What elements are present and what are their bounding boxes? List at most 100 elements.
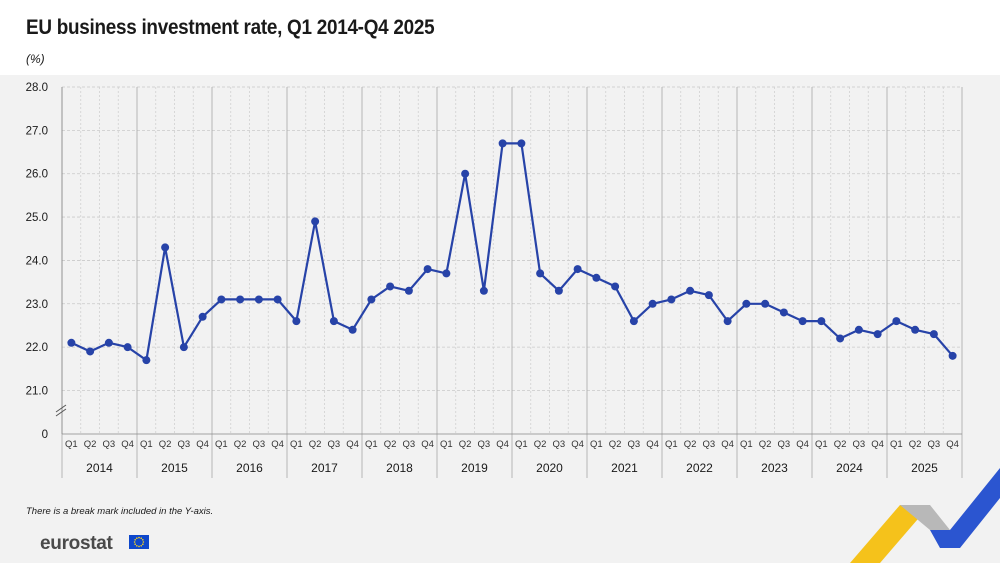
- y-tick-label: 0: [42, 429, 48, 441]
- quarter-label: Q1: [890, 439, 903, 450]
- y-tick-label: 23.0: [26, 299, 48, 311]
- quarter-label: Q2: [834, 439, 847, 450]
- y-tick-label: 27.0: [26, 125, 48, 137]
- quarter-label: Q2: [609, 439, 622, 450]
- quarter-label: Q4: [721, 439, 734, 450]
- y-tick-label: 22.0: [26, 342, 48, 354]
- data-point: [742, 299, 751, 308]
- quarter-label: Q2: [684, 439, 697, 450]
- data-point: [592, 273, 601, 282]
- quarter-label: Q2: [459, 439, 472, 450]
- quarter-label: Q3: [103, 439, 116, 450]
- quarter-label: Q4: [946, 439, 959, 450]
- data-point: [817, 317, 826, 326]
- year-label: 2017: [311, 461, 338, 475]
- data-point: [67, 338, 76, 347]
- quarter-label: Q1: [140, 439, 153, 450]
- year-label: 2019: [461, 461, 488, 475]
- data-point: [517, 139, 526, 148]
- data-point: [948, 351, 957, 360]
- quarter-label: Q4: [496, 439, 509, 450]
- quarter-label: Q1: [365, 439, 378, 450]
- data-point: [723, 317, 732, 326]
- y-tick-label: 24.0: [26, 255, 48, 267]
- footer-bar: [0, 520, 1000, 563]
- data-point: [611, 282, 620, 291]
- quarter-label: Q1: [815, 439, 828, 450]
- data-point: [536, 269, 545, 278]
- year-label: 2014: [86, 461, 113, 475]
- year-label: 2021: [611, 461, 638, 475]
- quarter-label: Q4: [271, 439, 284, 450]
- year-label: 2016: [236, 461, 263, 475]
- data-point: [236, 295, 245, 304]
- quarter-label: Q3: [778, 439, 791, 450]
- quarter-label: Q2: [234, 439, 247, 450]
- quarter-label: Q1: [515, 439, 528, 450]
- quarter-label: Q1: [740, 439, 753, 450]
- quarter-label: Q3: [178, 439, 191, 450]
- quarter-label: Q3: [478, 439, 491, 450]
- data-point: [761, 299, 770, 308]
- year-label: 2022: [686, 461, 713, 475]
- data-point: [873, 330, 882, 339]
- year-label: 2023: [761, 461, 788, 475]
- data-point: [404, 286, 413, 295]
- quarter-label: Q2: [84, 439, 97, 450]
- quarter-label: Q4: [121, 439, 134, 450]
- data-point: [367, 295, 376, 304]
- data-point: [217, 295, 226, 304]
- data-point: [667, 295, 676, 304]
- data-point: [854, 325, 863, 334]
- data-point: [554, 286, 563, 295]
- quarter-label: Q4: [196, 439, 209, 450]
- data-point: [386, 282, 395, 291]
- quarter-label: Q3: [328, 439, 341, 450]
- data-point: [629, 317, 638, 326]
- data-point: [311, 217, 320, 226]
- quarter-label: Q1: [290, 439, 303, 450]
- eurostat-logo: eurostat: [40, 533, 113, 554]
- quarter-label: Q3: [553, 439, 566, 450]
- data-point: [911, 325, 920, 334]
- y-tick-label: 28.0: [26, 82, 48, 94]
- quarter-label: Q2: [159, 439, 172, 450]
- quarter-label: Q2: [759, 439, 772, 450]
- quarter-label: Q3: [928, 439, 941, 450]
- data-point: [161, 243, 170, 252]
- data-point: [254, 295, 263, 304]
- data-point: [273, 295, 282, 304]
- quarter-label: Q4: [571, 439, 584, 450]
- quarter-label: Q4: [871, 439, 884, 450]
- axis-break-mark: [55, 404, 67, 417]
- plot-background: [0, 75, 1000, 520]
- year-label: 2018: [386, 461, 413, 475]
- data-point: [836, 334, 845, 343]
- data-point: [929, 330, 938, 339]
- year-label: 2020: [536, 461, 563, 475]
- eu-flag-icon: [129, 535, 149, 549]
- data-point: [686, 286, 695, 295]
- data-point: [142, 356, 151, 365]
- quarter-label: Q3: [853, 439, 866, 450]
- y-tick-label: 21.0: [26, 386, 48, 398]
- year-label: 2024: [836, 461, 863, 475]
- quarter-label: Q1: [590, 439, 603, 450]
- chart-title: EU business investment rate, Q1 2014-Q4 …: [26, 16, 435, 39]
- data-point: [798, 317, 807, 326]
- quarter-label: Q4: [421, 439, 434, 450]
- quarter-label: Q1: [440, 439, 453, 450]
- y-tick-label: 25.0: [26, 212, 48, 224]
- unit-label: (%): [26, 52, 45, 66]
- quarter-label: Q2: [909, 439, 922, 450]
- data-point: [348, 325, 357, 334]
- quarter-label: Q3: [253, 439, 266, 450]
- data-point: [498, 139, 507, 148]
- quarter-label: Q4: [796, 439, 809, 450]
- quarter-label: Q1: [215, 439, 228, 450]
- data-point: [648, 299, 657, 308]
- data-point: [86, 347, 95, 356]
- data-point: [704, 291, 713, 300]
- data-point: [573, 265, 582, 274]
- quarter-label: Q4: [346, 439, 359, 450]
